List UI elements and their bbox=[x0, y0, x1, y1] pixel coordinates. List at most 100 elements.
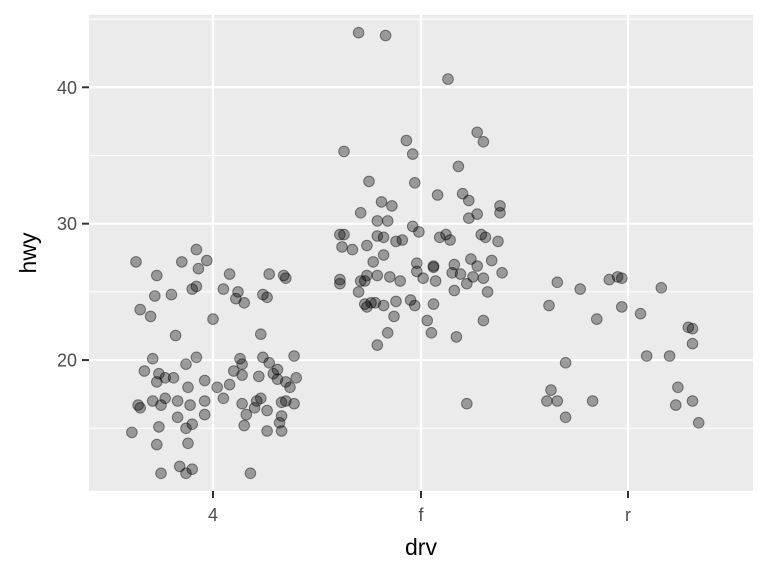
data-point bbox=[655, 282, 668, 294]
data-point bbox=[406, 220, 419, 233]
data-point bbox=[134, 303, 146, 316]
data-point bbox=[371, 230, 384, 242]
data-point bbox=[165, 288, 178, 301]
data-point bbox=[465, 253, 477, 265]
data-point bbox=[467, 271, 479, 283]
data-point bbox=[248, 402, 261, 414]
data-point bbox=[450, 331, 463, 343]
data-point bbox=[417, 272, 429, 285]
data-point bbox=[201, 254, 213, 267]
data-point bbox=[429, 275, 442, 287]
data-point bbox=[271, 373, 284, 386]
data-point bbox=[359, 298, 371, 310]
data-point bbox=[267, 367, 280, 380]
data-point bbox=[485, 254, 498, 267]
data-point bbox=[354, 275, 367, 287]
major-grid bbox=[89, 15, 753, 491]
data-point bbox=[446, 267, 459, 279]
data-point bbox=[261, 291, 273, 304]
data-point bbox=[634, 307, 647, 320]
data-point bbox=[479, 231, 492, 244]
data-point bbox=[244, 467, 257, 480]
data-point bbox=[263, 357, 276, 369]
data-point bbox=[670, 399, 682, 411]
data-point bbox=[371, 269, 384, 282]
data-point bbox=[252, 370, 265, 383]
data-point bbox=[616, 272, 628, 285]
data-point bbox=[288, 350, 300, 362]
data-point bbox=[559, 411, 572, 424]
y-tick-label: 20 bbox=[57, 351, 77, 371]
x-axis-title: drv bbox=[405, 534, 437, 560]
data-point bbox=[377, 299, 390, 312]
data-point bbox=[475, 228, 488, 241]
x-axis: 4 f r bbox=[208, 491, 631, 525]
data-point bbox=[369, 297, 382, 309]
data-point bbox=[228, 365, 240, 377]
x-tick-label: 4 bbox=[208, 505, 218, 525]
data-point bbox=[394, 275, 407, 287]
x-tick-label: r bbox=[625, 505, 631, 525]
data-point bbox=[198, 374, 211, 387]
data-point bbox=[217, 392, 230, 405]
data-point bbox=[409, 299, 421, 312]
data-point bbox=[603, 273, 616, 286]
data-point bbox=[471, 260, 484, 272]
data-point bbox=[616, 301, 628, 313]
data-point bbox=[471, 208, 484, 220]
data-point bbox=[334, 273, 346, 286]
data-point bbox=[284, 381, 296, 394]
data-point bbox=[477, 272, 490, 285]
data-point bbox=[254, 328, 267, 341]
data-point bbox=[190, 351, 203, 364]
data-point bbox=[551, 395, 564, 407]
data-point bbox=[352, 26, 365, 39]
data-point bbox=[180, 422, 192, 435]
data-point bbox=[176, 256, 188, 268]
data-point bbox=[440, 228, 452, 241]
data-point bbox=[338, 228, 350, 241]
data-point bbox=[277, 269, 290, 282]
data-point bbox=[271, 363, 284, 376]
data-point bbox=[496, 267, 508, 279]
data-point bbox=[171, 411, 184, 424]
data-point bbox=[238, 419, 250, 432]
data-point bbox=[375, 196, 388, 208]
data-point bbox=[182, 437, 194, 450]
data-point bbox=[275, 396, 288, 409]
data-point bbox=[354, 207, 367, 219]
data-point bbox=[559, 357, 572, 369]
data-point bbox=[461, 397, 473, 410]
data-point bbox=[280, 395, 292, 407]
data-point bbox=[448, 284, 461, 297]
data-point bbox=[132, 399, 144, 411]
data-point bbox=[346, 243, 359, 256]
data-point bbox=[126, 426, 138, 439]
data-point bbox=[236, 397, 248, 410]
data-point bbox=[640, 350, 653, 362]
data-point bbox=[144, 310, 157, 323]
data-point bbox=[574, 283, 587, 295]
data-point bbox=[363, 175, 375, 188]
data-point bbox=[471, 126, 484, 139]
data-point bbox=[371, 339, 384, 351]
data-point bbox=[361, 239, 373, 252]
y-axis: 20 30 40 bbox=[57, 78, 89, 371]
data-point bbox=[250, 395, 263, 407]
data-point bbox=[186, 463, 198, 476]
data-point bbox=[477, 314, 490, 327]
data-point bbox=[146, 395, 159, 407]
data-point bbox=[240, 408, 253, 421]
data-point bbox=[404, 294, 417, 306]
data-point bbox=[151, 269, 163, 282]
x-tick-label: f bbox=[418, 505, 424, 525]
data-point bbox=[456, 187, 469, 200]
data-point bbox=[290, 372, 303, 384]
data-point bbox=[427, 260, 440, 272]
data-point bbox=[155, 467, 167, 480]
data-point bbox=[427, 261, 440, 274]
data-point bbox=[442, 73, 454, 85]
data-point bbox=[153, 367, 165, 380]
data-point bbox=[591, 313, 603, 325]
